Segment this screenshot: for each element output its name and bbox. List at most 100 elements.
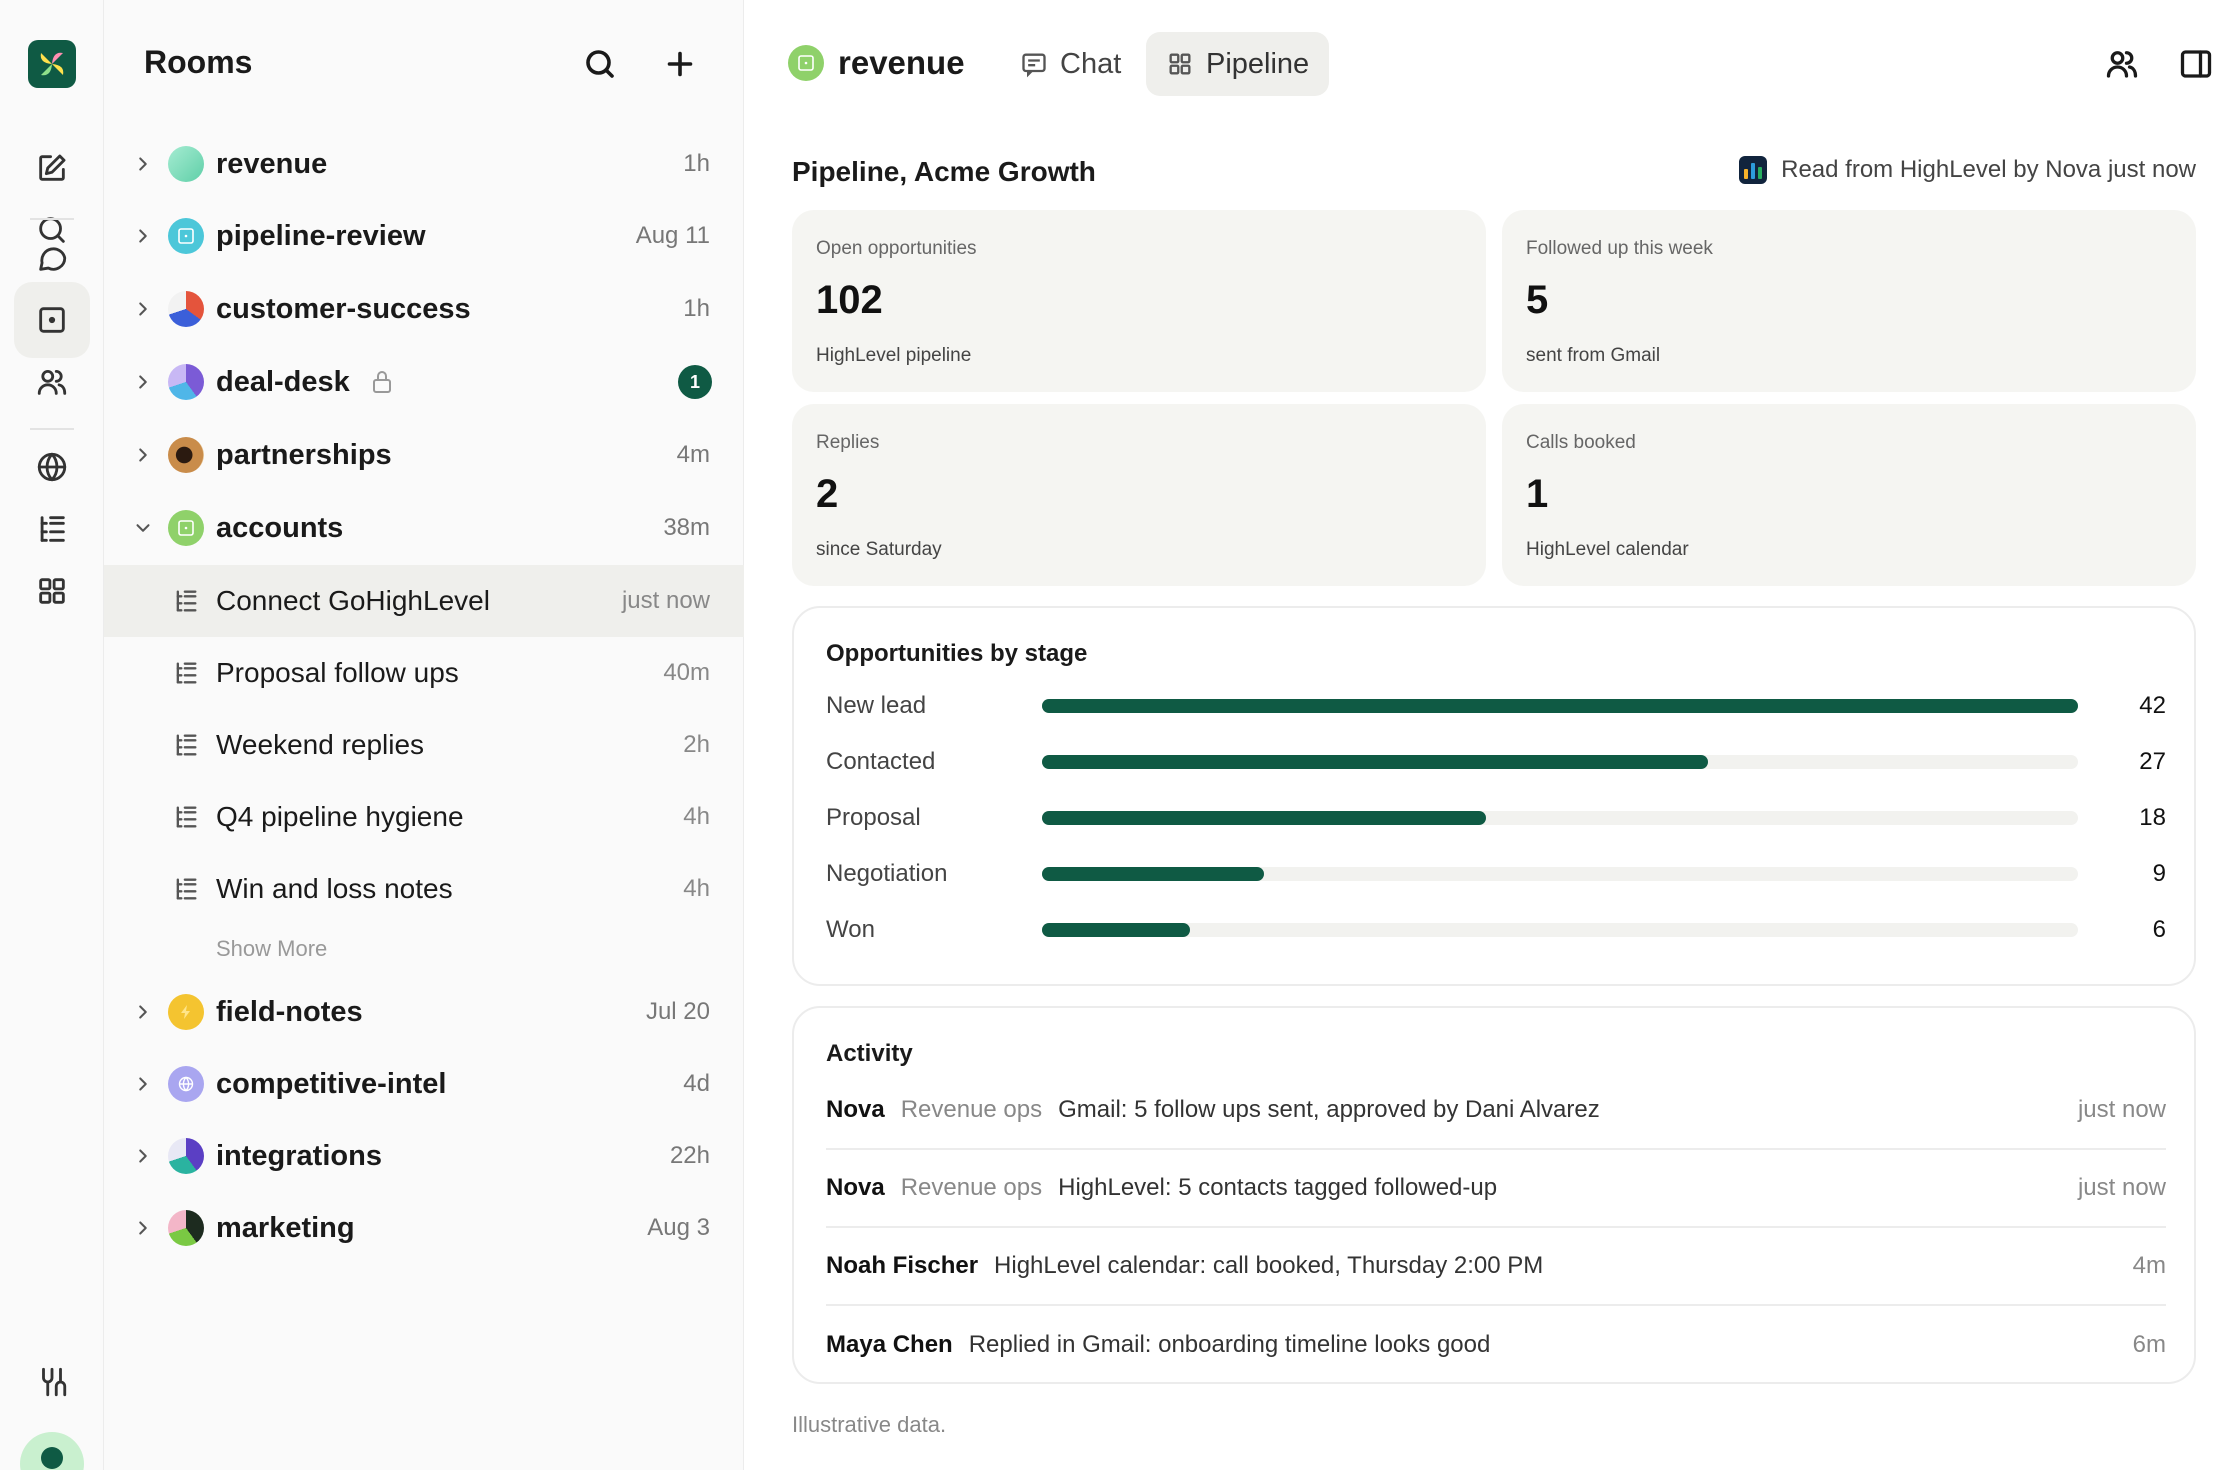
bar-row-new-lead: New lead 42: [826, 686, 2166, 726]
apps-grid-icon[interactable]: [14, 553, 90, 629]
compose-icon[interactable]: [14, 130, 90, 206]
thread-item-proposal-follow-ups[interactable]: Proposal follow ups 40m: [104, 637, 744, 709]
threads-icon[interactable]: [14, 491, 90, 567]
room-time: Jul 20: [645, 998, 710, 1025]
room-name: integrations: [216, 1139, 382, 1172]
thread-icon: [172, 731, 200, 759]
globe-icon[interactable]: [14, 429, 90, 505]
room-name: marketing: [216, 1211, 355, 1244]
chart-title: Opportunities by stage: [826, 640, 1088, 667]
bar-value: 9: [2152, 860, 2166, 887]
bar-row-won: Won 6: [826, 910, 2166, 950]
room-avatar-icon: [788, 45, 824, 81]
thread-name: Connect GoHighLevel: [216, 585, 490, 616]
bar-value: 18: [2139, 804, 2166, 831]
room-name: partnerships: [216, 438, 392, 471]
sidebar-search-icon[interactable]: [582, 46, 618, 82]
room-item-revenue[interactable]: revenue 1h: [104, 128, 744, 200]
room-name: deal-desk: [216, 365, 350, 398]
room-item-field-notes[interactable]: field-notes Jul 20: [104, 976, 744, 1048]
unread-badge: 1: [678, 365, 712, 399]
chevron-right-icon[interactable]: [132, 298, 154, 320]
thread-item-weekend-replies[interactable]: Weekend replies 2h: [104, 709, 744, 781]
thread-item-q4-pipeline-hygiene[interactable]: Q4 pipeline hygiene 4h: [104, 781, 744, 853]
stat-sub: since Saturday: [816, 539, 942, 560]
toggle-panel-icon[interactable]: [2178, 46, 2214, 82]
stage-chart-panel: Opportunities by stage New lead 42 Contact…: [792, 606, 2196, 986]
members-icon[interactable]: [2104, 46, 2140, 82]
chevron-right-icon[interactable]: [132, 1217, 154, 1239]
chevron-right-icon[interactable]: [132, 371, 154, 393]
thread-item-connect-gohighlevel[interactable]: Connect GoHighLevel just now: [104, 565, 744, 637]
show-more-link[interactable]: Show More: [216, 936, 328, 961]
thread-icon: [172, 587, 200, 615]
room-avatar-icon: [168, 364, 204, 400]
room-avatar-icon: [168, 218, 204, 254]
room-time: 4m: [676, 441, 710, 468]
stat-label: Followed up this week: [1526, 238, 1713, 259]
room-avatar-icon: [168, 291, 204, 327]
user-avatar[interactable]: [20, 1432, 84, 1470]
stat-value: 2: [816, 472, 839, 516]
room-item-deal-desk[interactable]: deal-desk 1: [104, 346, 744, 418]
thread-item-win-and-loss-notes[interactable]: Win and loss notes 4h: [104, 853, 744, 925]
rooms-sidebar: Rooms revenue 1h pipeline-review Aug 11 …: [104, 0, 744, 1470]
room-avatar-icon: [168, 510, 204, 546]
people-icon[interactable]: [14, 344, 90, 420]
room-item-marketing[interactable]: marketing Aug 3: [104, 1192, 744, 1264]
tab-pipeline[interactable]: Pipeline: [1146, 32, 1330, 96]
activity-what: HighLevel calendar: call booked, Thursda…: [994, 1252, 1544, 1279]
chevron-right-icon[interactable]: [132, 444, 154, 466]
pipeline-title: Pipeline, Acme Growth: [792, 156, 1096, 187]
bar-value: 42: [2139, 692, 2166, 719]
thread-time: 4h: [683, 875, 710, 902]
room-time: 38m: [663, 514, 710, 541]
room-item-accounts[interactable]: accounts 38m: [104, 492, 744, 564]
app-logo-icon[interactable]: [28, 40, 76, 88]
bar-label: Negotiation: [826, 860, 948, 887]
chevron-down-icon[interactable]: [132, 517, 154, 539]
room-title: revenue: [838, 44, 965, 81]
thread-name: Q4 pipeline hygiene: [216, 801, 464, 832]
thread-time: 4h: [683, 803, 710, 830]
add-room-plus-icon[interactable]: [662, 46, 698, 82]
bar-track: [1042, 867, 2078, 881]
room-item-pipeline-review[interactable]: pipeline-review Aug 11: [104, 200, 744, 272]
activity-who: Nova: [826, 1096, 885, 1123]
room-item-integrations[interactable]: integrations 22h: [104, 1120, 744, 1192]
tab-chat[interactable]: Chat: [1000, 32, 1141, 96]
integrations-plug-icon[interactable]: [14, 1344, 90, 1420]
activity-what: HighLevel: 5 contacts tagged followed-up: [1058, 1174, 1498, 1201]
bar-row-contacted: Contacted 27: [826, 742, 2166, 782]
stat-label: Calls booked: [1526, 432, 1636, 453]
rooms-icon[interactable]: [14, 282, 90, 358]
main-panel: revenue Chat Pipeline Pipeline, Acme Gro…: [744, 0, 2240, 1470]
room-time: 1h: [683, 150, 710, 177]
chevron-right-icon[interactable]: [132, 1001, 154, 1023]
room-item-partnerships[interactable]: partnerships 4m: [104, 419, 744, 491]
room-name: customer-success: [216, 292, 471, 325]
stat-sub: HighLevel pipeline: [816, 345, 972, 366]
room-avatar-icon: [168, 437, 204, 473]
room-time: Aug 3: [647, 1214, 710, 1241]
activity-row: Noah Fischer HighLevel calendar: call bo…: [826, 1228, 2166, 1306]
grid-icon: [1169, 53, 1191, 75]
chevron-right-icon[interactable]: [132, 153, 154, 175]
activity-panel: Activity Nova Revenue ops Gmail: 5 follo…: [792, 1006, 2196, 1384]
chat-bubble-icon[interactable]: [14, 220, 90, 296]
activity-title: Activity: [826, 1040, 913, 1067]
activity-row: Nova Revenue ops HighLevel: 5 contacts t…: [826, 1150, 2166, 1228]
bar-track: [1042, 755, 2078, 769]
chevron-right-icon[interactable]: [132, 1073, 154, 1095]
bar-value: 6: [2152, 916, 2166, 943]
highlevel-logo-icon: [1739, 156, 1768, 184]
chevron-right-icon[interactable]: [132, 1145, 154, 1167]
room-item-customer-success[interactable]: customer-success 1h: [104, 273, 744, 345]
thread-icon: [172, 659, 200, 687]
activity-what: Replied in Gmail: onboarding timeline lo…: [968, 1331, 1491, 1358]
room-item-competitive-intel[interactable]: competitive-intel 4d: [104, 1048, 744, 1120]
stat-value: 1: [1526, 472, 1549, 516]
bar-fill: [1042, 811, 1486, 825]
chevron-right-icon[interactable]: [132, 225, 154, 247]
bar-fill: [1042, 755, 1708, 769]
